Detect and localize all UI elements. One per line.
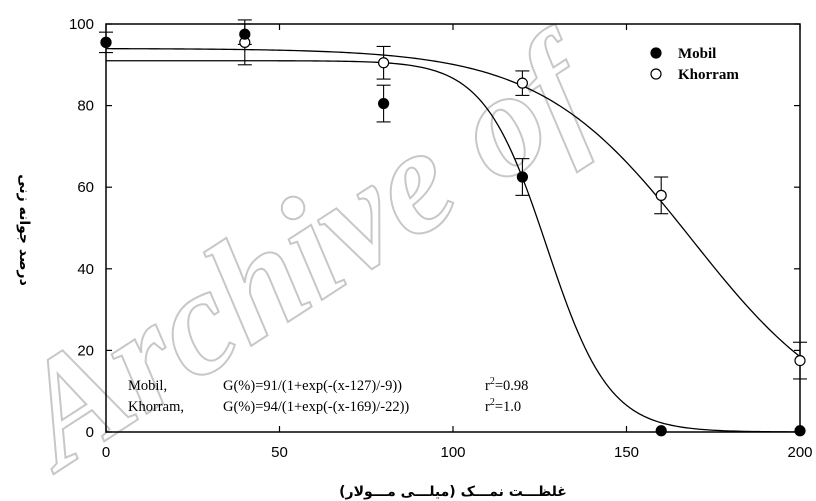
legend-label-khorram: Khorram xyxy=(678,67,739,83)
legend-label-mobil: Mobil xyxy=(678,46,716,62)
point-mobil-0 xyxy=(100,36,112,48)
point-khorram-80 xyxy=(378,57,390,69)
y-tick-label-40: 40 xyxy=(77,261,94,278)
y-tick-label-20: 20 xyxy=(77,342,94,359)
legend-marker-mobil xyxy=(650,47,662,59)
equation-series-khorram: Khorram, xyxy=(128,399,184,415)
legend: Mobil Khorram xyxy=(650,46,739,83)
fit-curves xyxy=(106,48,801,433)
point-khorram-120 xyxy=(516,77,529,89)
x-tick-label-150: 150 xyxy=(614,444,639,461)
fit-equations: Mobil, G(%)=91/(1+exp(-(x-127)/-9)) r2=0… xyxy=(128,376,528,415)
x-tick-label-50: 50 xyxy=(271,444,288,461)
x-tick-label-0: 0 xyxy=(102,444,110,461)
y-tick-label-60: 60 xyxy=(77,179,94,196)
fit-curve-mobil xyxy=(106,60,801,433)
x-tick-label-100: 100 xyxy=(440,444,465,461)
data-markers xyxy=(100,28,806,437)
x-axis-title: غلظـــت نمـــک (میلـــی مـــولار) xyxy=(339,484,567,500)
equation-series-mobil: Mobil, xyxy=(128,378,167,394)
legend-marker-khorram xyxy=(650,68,662,80)
point-mobil-80 xyxy=(378,97,390,110)
point-mobil-120 xyxy=(516,171,529,183)
equation-khorram: G(%)=94/(1+exp(-(x-169)/-22)) xyxy=(223,399,409,415)
y-tick-label-100: 100 xyxy=(69,16,94,33)
watermark-text: Archive of xyxy=(0,0,631,501)
point-khorram-200 xyxy=(794,355,806,367)
equation-mobil: G(%)=91/(1+exp(-(x-127)/-9)) xyxy=(223,378,402,394)
point-mobil-40 xyxy=(239,28,251,40)
y-tick-label-0: 0 xyxy=(86,424,94,441)
point-mobil-160 xyxy=(655,425,667,437)
x-tick-label-200: 200 xyxy=(787,444,812,461)
point-khorram-160 xyxy=(655,189,667,201)
point-mobil-200 xyxy=(794,425,806,437)
x-axis: 0 50 100 150 200 xyxy=(102,24,813,461)
y-axis-title: درصد جوانه زنی xyxy=(16,174,32,286)
r2-mobil: r2=0.98 xyxy=(485,376,528,394)
fit-curve-khorram xyxy=(106,48,801,358)
r2-khorram: r2=1.0 xyxy=(485,397,521,415)
y-tick-label-80: 80 xyxy=(77,98,94,115)
y-axis: 0 20 40 60 80 100 xyxy=(69,16,800,441)
